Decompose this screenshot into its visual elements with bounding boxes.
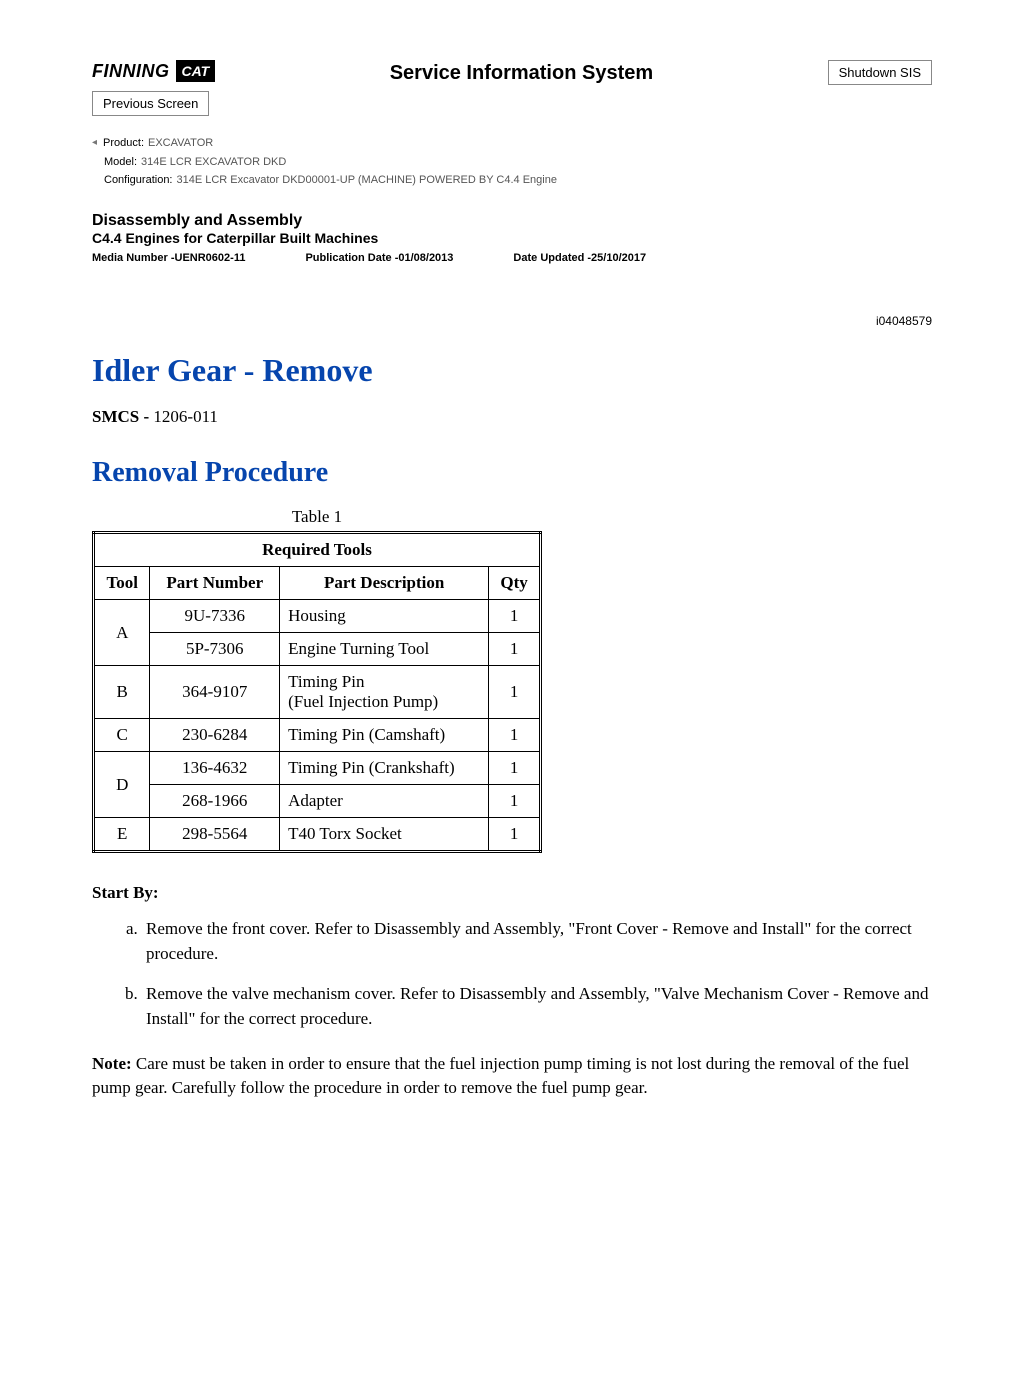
back-arrow-icon[interactable]: ◂ — [92, 134, 97, 153]
cell-pn: 298-5564 — [150, 818, 280, 852]
table-row: C 230-6284 Timing Pin (Camshaft) 1 — [94, 719, 541, 752]
meta-product: ◂ Product: EXCAVATOR — [92, 134, 932, 153]
cell-pn: 268-1966 — [150, 785, 280, 818]
required-tools-table: Required Tools Tool Part Number Part Des… — [92, 531, 542, 853]
pub-info-row: Media Number -UENR0602-11 Publication Da… — [92, 252, 932, 264]
cell-desc: Housing — [280, 600, 489, 633]
cell-tool: B — [94, 666, 150, 719]
start-by-heading: Start By: — [92, 883, 932, 903]
cell-tool: A — [94, 600, 150, 666]
cell-qty: 1 — [489, 719, 541, 752]
product-value: EXCAVATOR — [148, 134, 213, 153]
cell-desc: Engine Turning Tool — [280, 633, 489, 666]
logo: FINNING CAT — [92, 60, 215, 82]
cell-pn: 230-6284 — [150, 719, 280, 752]
cell-pn: 364-9107 — [150, 666, 280, 719]
prev-screen-row: Previous Screen — [92, 91, 932, 116]
cell-tool: C — [94, 719, 150, 752]
doc-header: Disassembly and Assembly C4.4 Engines fo… — [92, 212, 932, 246]
col-tool: Tool — [94, 567, 150, 600]
article-title: Idler Gear - Remove — [92, 352, 932, 389]
cell-qty: 1 — [489, 633, 541, 666]
smcs-code: SMCS - 1206-011 — [92, 407, 932, 427]
col-part-number: Part Number — [150, 567, 280, 600]
note-label: Note: — [92, 1054, 136, 1073]
start-by-list: Remove the front cover. Refer to Disasse… — [92, 917, 932, 1032]
cell-desc: Timing Pin (Crankshaft) — [280, 752, 489, 785]
note-text: Care must be taken in order to ensure th… — [92, 1054, 909, 1098]
cell-qty: 1 — [489, 666, 541, 719]
table-row: 5P-7306 Engine Turning Tool 1 — [94, 633, 541, 666]
note-paragraph: Note: Care must be taken in order to ens… — [92, 1052, 932, 1101]
list-item: Remove the front cover. Refer to Disasse… — [142, 917, 932, 966]
col-qty: Qty — [489, 567, 541, 600]
shutdown-sis-button[interactable]: Shutdown SIS — [828, 60, 932, 85]
table-title: Required Tools — [94, 533, 541, 567]
cell-tool: E — [94, 818, 150, 852]
model-value: 314E LCR EXCAVATOR DKD — [141, 153, 286, 172]
section-heading: Removal Procedure — [92, 457, 932, 489]
doc-h2: C4.4 Engines for Caterpillar Built Machi… — [92, 230, 932, 246]
sis-title: Service Information System — [390, 62, 653, 85]
cell-qty: 1 — [489, 752, 541, 785]
list-item: Remove the valve mechanism cover. Refer … — [142, 982, 932, 1031]
product-meta: ◂ Product: EXCAVATOR Model: 314E LCR EXC… — [92, 134, 932, 190]
media-number: Media Number -UENR0602-11 — [92, 252, 245, 264]
meta-config: Configuration: 314E LCR Excavator DKD000… — [92, 171, 932, 190]
config-label: Configuration: — [104, 171, 173, 190]
doc-id: i04048579 — [92, 314, 932, 328]
date-updated: Date Updated -25/10/2017 — [513, 252, 646, 264]
cell-desc: T40 Torx Socket — [280, 818, 489, 852]
table-row: A 9U-7336 Housing 1 — [94, 600, 541, 633]
product-label: Product: — [103, 134, 144, 153]
cell-desc: Timing Pin (Camshaft) — [280, 719, 489, 752]
logo-finning-text: FINNING — [92, 61, 170, 82]
cell-qty: 1 — [489, 600, 541, 633]
table-caption: Table 1 — [92, 507, 542, 527]
cell-pn: 136-4632 — [150, 752, 280, 785]
table-row: 268-1966 Adapter 1 — [94, 785, 541, 818]
model-label: Model: — [104, 153, 137, 172]
col-part-description: Part Description — [280, 567, 489, 600]
cell-qty: 1 — [489, 785, 541, 818]
cell-pn: 5P-7306 — [150, 633, 280, 666]
cell-desc: Timing Pin (Fuel Injection Pump) — [280, 666, 489, 719]
config-value: 314E LCR Excavator DKD00001-UP (MACHINE)… — [177, 171, 557, 190]
publication-date: Publication Date -01/08/2013 — [305, 252, 453, 264]
cell-tool: D — [94, 752, 150, 818]
table-row: B 364-9107 Timing Pin (Fuel Injection Pu… — [94, 666, 541, 719]
meta-model: Model: 314E LCR EXCAVATOR DKD — [92, 153, 932, 172]
header-row: FINNING CAT Service Information System S… — [92, 60, 932, 85]
previous-screen-button[interactable]: Previous Screen — [92, 91, 209, 116]
table-row: E 298-5564 T40 Torx Socket 1 — [94, 818, 541, 852]
doc-h1: Disassembly and Assembly — [92, 212, 932, 230]
table-header-row: Tool Part Number Part Description Qty — [94, 567, 541, 600]
cell-pn: 9U-7336 — [150, 600, 280, 633]
cell-desc: Adapter — [280, 785, 489, 818]
cell-qty: 1 — [489, 818, 541, 852]
logo-cat-badge: CAT — [176, 60, 216, 82]
table-row: D 136-4632 Timing Pin (Crankshaft) 1 — [94, 752, 541, 785]
table-title-row: Required Tools — [94, 533, 541, 567]
